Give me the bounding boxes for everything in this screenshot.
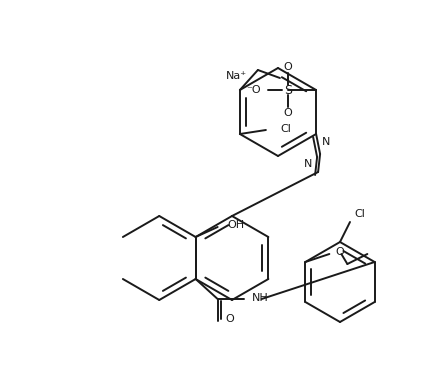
Text: O: O [284, 62, 293, 72]
Text: S: S [284, 83, 292, 96]
Text: N: N [304, 159, 312, 169]
Text: ⁻O: ⁻O [247, 85, 261, 95]
Text: O: O [284, 108, 293, 118]
Text: OH: OH [227, 220, 245, 230]
Text: N: N [322, 137, 331, 147]
Text: Cl: Cl [280, 124, 291, 134]
Text: NH: NH [252, 293, 268, 303]
Text: O: O [226, 314, 234, 324]
Text: Cl: Cl [354, 209, 365, 219]
Text: O: O [335, 247, 344, 257]
Text: Na⁺: Na⁺ [225, 71, 247, 81]
